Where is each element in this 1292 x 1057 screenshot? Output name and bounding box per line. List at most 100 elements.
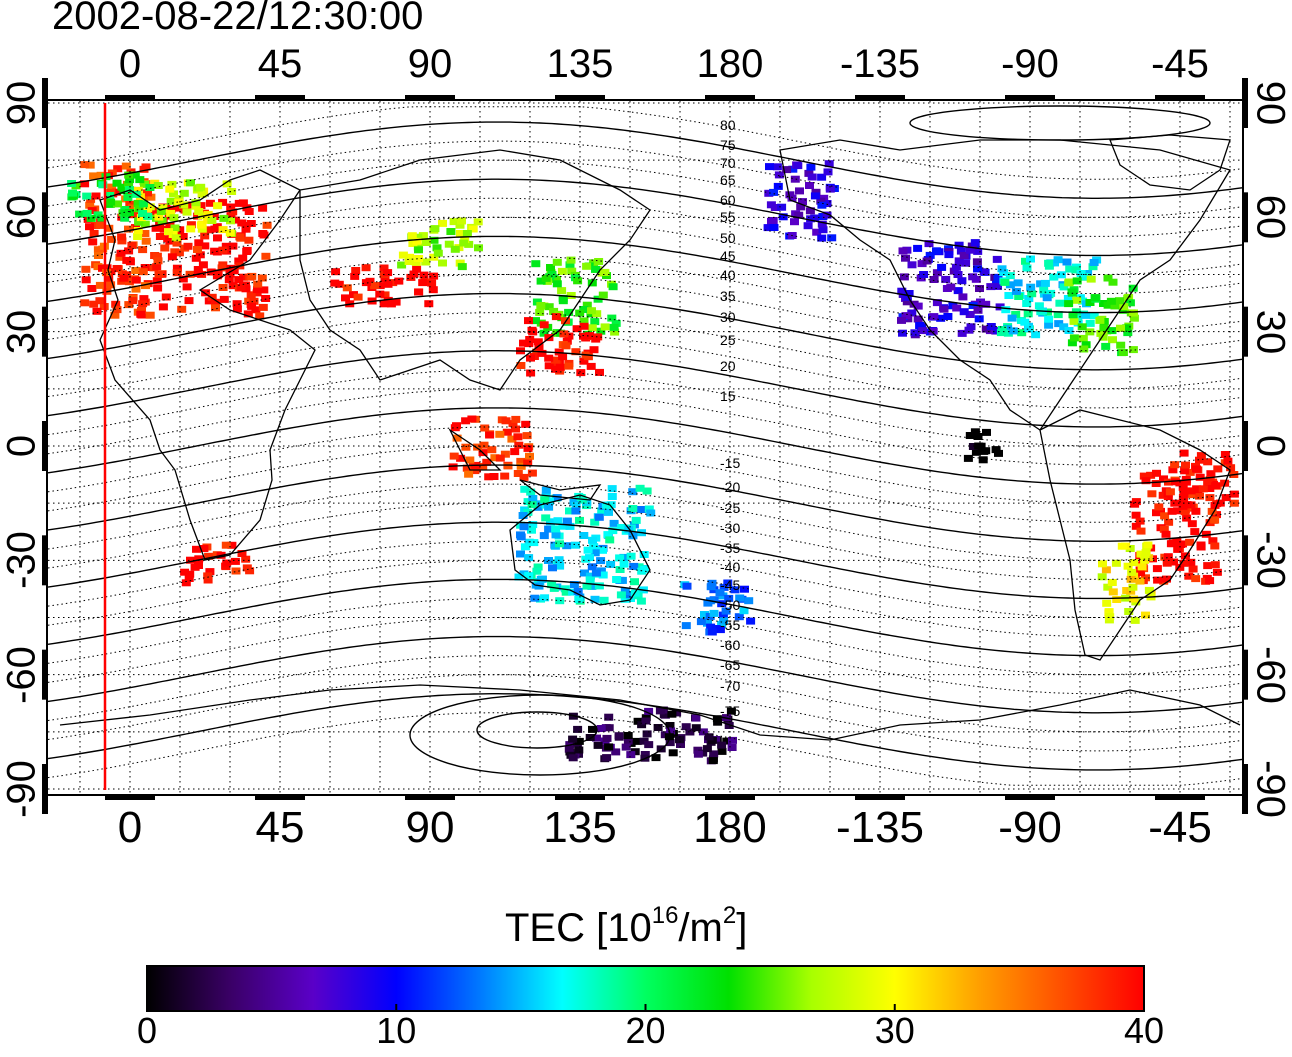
- tec-cell: [1129, 595, 1139, 603]
- tec-cell: [981, 447, 991, 455]
- tec-cell: [200, 242, 210, 250]
- bottom-tick-bar: [1155, 794, 1205, 800]
- tec-cell: [1026, 283, 1036, 291]
- tec-cell: [897, 316, 906, 324]
- tec-cell: [1128, 583, 1138, 591]
- tec-cell: [391, 298, 401, 306]
- tec-cell: [228, 282, 238, 290]
- tec-cell: [429, 253, 439, 261]
- tec-cell: [1056, 271, 1066, 279]
- contour-label: -45: [720, 577, 740, 593]
- tec-cell: [513, 470, 523, 477]
- tec-cell: [487, 446, 497, 454]
- tec-cell: [932, 247, 941, 255]
- tec-cell: [973, 306, 983, 314]
- tec-cell: [582, 301, 592, 309]
- tec-cell: [1179, 449, 1189, 457]
- tec-cell: [587, 307, 596, 315]
- tec-cell: [1164, 518, 1174, 526]
- bottom-tick-bar: [705, 794, 755, 800]
- tec-cell: [412, 237, 422, 245]
- tec-cell: [213, 234, 222, 242]
- tec-cell: [571, 348, 581, 356]
- tec-cell: [540, 594, 550, 602]
- tec-cell: [719, 617, 729, 625]
- tec-cell: [104, 224, 114, 232]
- tec-cell: [536, 575, 546, 583]
- tec-cell: [1003, 325, 1013, 333]
- tec-cell: [351, 267, 361, 274]
- top-lon-tick-label: 0: [118, 42, 142, 86]
- tec-cell: [1036, 308, 1046, 316]
- tec-cell: [1119, 303, 1129, 311]
- tec-cell: [595, 368, 604, 376]
- mag-lat-contour: [47, 292, 1243, 371]
- tec-cell: [508, 420, 518, 428]
- tec-cell: [552, 280, 562, 288]
- contour-label: 70: [720, 155, 736, 171]
- tec-cell: [258, 303, 268, 311]
- tec-cell: [218, 226, 228, 234]
- tec-cell: [124, 186, 134, 193]
- tec-cell: [171, 234, 181, 242]
- tec-cell: [1140, 553, 1150, 561]
- tec-cell: [932, 269, 942, 277]
- tec-cell: [573, 725, 583, 733]
- tec-cell: [480, 424, 490, 432]
- tec-cell: [258, 204, 268, 212]
- tec-cell: [623, 737, 633, 745]
- tec-cell: [183, 242, 193, 250]
- tec-cell: [1064, 278, 1074, 286]
- tec-cell: [608, 527, 618, 535]
- tec-cell: [604, 724, 614, 732]
- tec-cell: [1167, 507, 1177, 515]
- tec-cell: [717, 620, 727, 628]
- bottom-lon-tick-label: 0: [117, 803, 143, 852]
- tec-cell: [457, 217, 466, 225]
- tec-cell: [1046, 289, 1056, 297]
- tec-cell: [592, 310, 602, 318]
- top-tick-bar: [255, 95, 305, 101]
- tec-cell: [1191, 507, 1201, 515]
- tec-cell: [569, 581, 579, 588]
- tec-cell: [586, 362, 596, 370]
- tec-cell: [511, 425, 520, 433]
- tec-cell: [925, 251, 935, 259]
- tec-cell: [172, 239, 182, 247]
- tec-cell: [182, 208, 192, 216]
- tec-cell: [519, 523, 529, 531]
- tec-cell: [790, 175, 800, 183]
- tec-cell: [1059, 283, 1069, 291]
- tec-cell: [349, 291, 358, 299]
- tec-cell: [607, 485, 617, 493]
- tec-cell: [544, 362, 554, 370]
- tec-cell: [707, 579, 717, 587]
- tec-cell: [98, 181, 108, 189]
- left-lat-tick-label: -90: [0, 760, 44, 818]
- tec-cell: [125, 200, 135, 208]
- bottom-lon-tick-label: -45: [1148, 803, 1212, 852]
- tec-cell: [462, 464, 472, 472]
- tec-cell: [1071, 266, 1081, 274]
- tec-cell: [238, 199, 248, 207]
- tec-cell: [546, 518, 555, 526]
- tec-cell: [219, 295, 229, 303]
- tec-cell: [532, 567, 542, 575]
- tec-cell: [936, 314, 946, 322]
- tec-cell: [999, 269, 1009, 277]
- tec-cell: [582, 582, 592, 590]
- tec-cell: [724, 594, 734, 602]
- tec-cell: [730, 586, 740, 594]
- tec-cell: [121, 162, 131, 170]
- tec-cell: [174, 195, 184, 202]
- tec-cell: [564, 332, 574, 340]
- tec-cell: [165, 237, 175, 245]
- tec-cell: [599, 596, 609, 604]
- europe-africa-coast: [99, 169, 316, 561]
- australia-coast: [509, 494, 651, 606]
- tec-cell: [655, 707, 665, 715]
- tec-cell: [459, 239, 469, 247]
- tec-cell: [545, 497, 554, 505]
- tec-cell: [681, 622, 691, 630]
